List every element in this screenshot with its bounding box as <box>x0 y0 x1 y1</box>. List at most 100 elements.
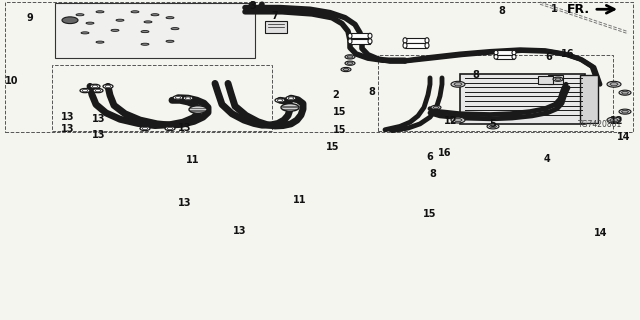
Ellipse shape <box>81 32 89 34</box>
Ellipse shape <box>425 38 429 43</box>
Text: 13: 13 <box>61 112 75 122</box>
Circle shape <box>277 99 283 101</box>
Ellipse shape <box>86 22 94 24</box>
Bar <box>55 4 255 58</box>
Ellipse shape <box>96 11 104 13</box>
Circle shape <box>341 68 351 72</box>
Ellipse shape <box>111 29 119 31</box>
Polygon shape <box>343 68 349 71</box>
Polygon shape <box>610 83 618 86</box>
Bar <box>580 75 598 123</box>
Circle shape <box>189 106 207 113</box>
Circle shape <box>92 85 98 88</box>
Text: 13: 13 <box>233 226 247 236</box>
Text: 15: 15 <box>333 107 347 117</box>
Circle shape <box>83 89 88 92</box>
Text: 13: 13 <box>61 124 75 134</box>
Ellipse shape <box>151 14 159 16</box>
Text: 10: 10 <box>5 76 19 86</box>
Ellipse shape <box>144 21 152 23</box>
Ellipse shape <box>425 43 429 48</box>
Bar <box>460 74 585 124</box>
Ellipse shape <box>171 28 179 30</box>
Polygon shape <box>621 92 628 94</box>
Text: 15: 15 <box>333 125 347 135</box>
Text: FR.: FR. <box>567 3 590 16</box>
Text: 13: 13 <box>179 198 192 208</box>
Text: 7: 7 <box>271 11 278 21</box>
Text: 12: 12 <box>611 116 624 126</box>
Text: 11: 11 <box>293 195 307 205</box>
Circle shape <box>80 88 90 93</box>
Text: 1: 1 <box>550 4 557 14</box>
Text: 8: 8 <box>369 87 376 97</box>
Ellipse shape <box>512 54 516 59</box>
Ellipse shape <box>116 19 124 21</box>
Polygon shape <box>454 83 462 86</box>
Circle shape <box>93 88 103 93</box>
Ellipse shape <box>141 30 149 33</box>
Text: 9: 9 <box>27 13 33 23</box>
Circle shape <box>183 96 193 100</box>
Text: 13: 13 <box>92 130 106 140</box>
Ellipse shape <box>76 14 84 16</box>
Text: 15: 15 <box>326 142 340 152</box>
Circle shape <box>288 97 294 99</box>
Circle shape <box>607 81 621 87</box>
Bar <box>378 55 613 131</box>
Bar <box>405 38 427 43</box>
Circle shape <box>62 17 78 24</box>
Polygon shape <box>621 110 628 113</box>
Text: 8: 8 <box>472 70 479 80</box>
Ellipse shape <box>96 41 104 43</box>
Bar <box>265 21 287 33</box>
Circle shape <box>553 77 563 81</box>
Ellipse shape <box>141 43 149 45</box>
Circle shape <box>185 97 191 99</box>
Text: 12: 12 <box>444 116 458 126</box>
Bar <box>350 39 370 44</box>
Text: 6: 6 <box>546 52 552 62</box>
Circle shape <box>286 96 296 100</box>
Circle shape <box>619 109 631 114</box>
Text: 5: 5 <box>490 119 497 129</box>
Circle shape <box>487 124 499 129</box>
Ellipse shape <box>494 54 498 59</box>
Ellipse shape <box>368 33 372 38</box>
Text: 8: 8 <box>499 6 506 16</box>
Text: TG7420801: TG7420801 <box>578 120 622 129</box>
Bar <box>350 33 370 38</box>
Bar <box>496 50 514 55</box>
Circle shape <box>103 84 113 88</box>
Circle shape <box>431 105 441 109</box>
Circle shape <box>167 127 173 130</box>
Polygon shape <box>347 56 353 58</box>
Circle shape <box>165 126 175 131</box>
Circle shape <box>175 97 180 99</box>
Text: 13: 13 <box>179 123 192 133</box>
Polygon shape <box>610 118 618 122</box>
Circle shape <box>95 89 100 92</box>
Polygon shape <box>454 118 462 122</box>
Circle shape <box>607 117 621 123</box>
Circle shape <box>173 96 183 100</box>
Text: 3: 3 <box>250 1 257 11</box>
Circle shape <box>345 55 355 59</box>
Circle shape <box>140 126 150 131</box>
Text: 16: 16 <box>438 148 452 158</box>
Polygon shape <box>490 125 497 128</box>
Circle shape <box>90 84 100 88</box>
Circle shape <box>105 85 111 88</box>
Ellipse shape <box>368 39 372 44</box>
Ellipse shape <box>166 40 174 42</box>
Polygon shape <box>433 106 439 108</box>
Ellipse shape <box>348 33 352 38</box>
Bar <box>496 54 514 59</box>
Text: 13: 13 <box>92 114 106 124</box>
Text: 8: 8 <box>429 169 436 179</box>
Circle shape <box>619 90 631 95</box>
Text: 14: 14 <box>617 132 631 142</box>
Ellipse shape <box>166 17 174 19</box>
Text: 15: 15 <box>423 209 436 219</box>
Circle shape <box>142 127 148 130</box>
